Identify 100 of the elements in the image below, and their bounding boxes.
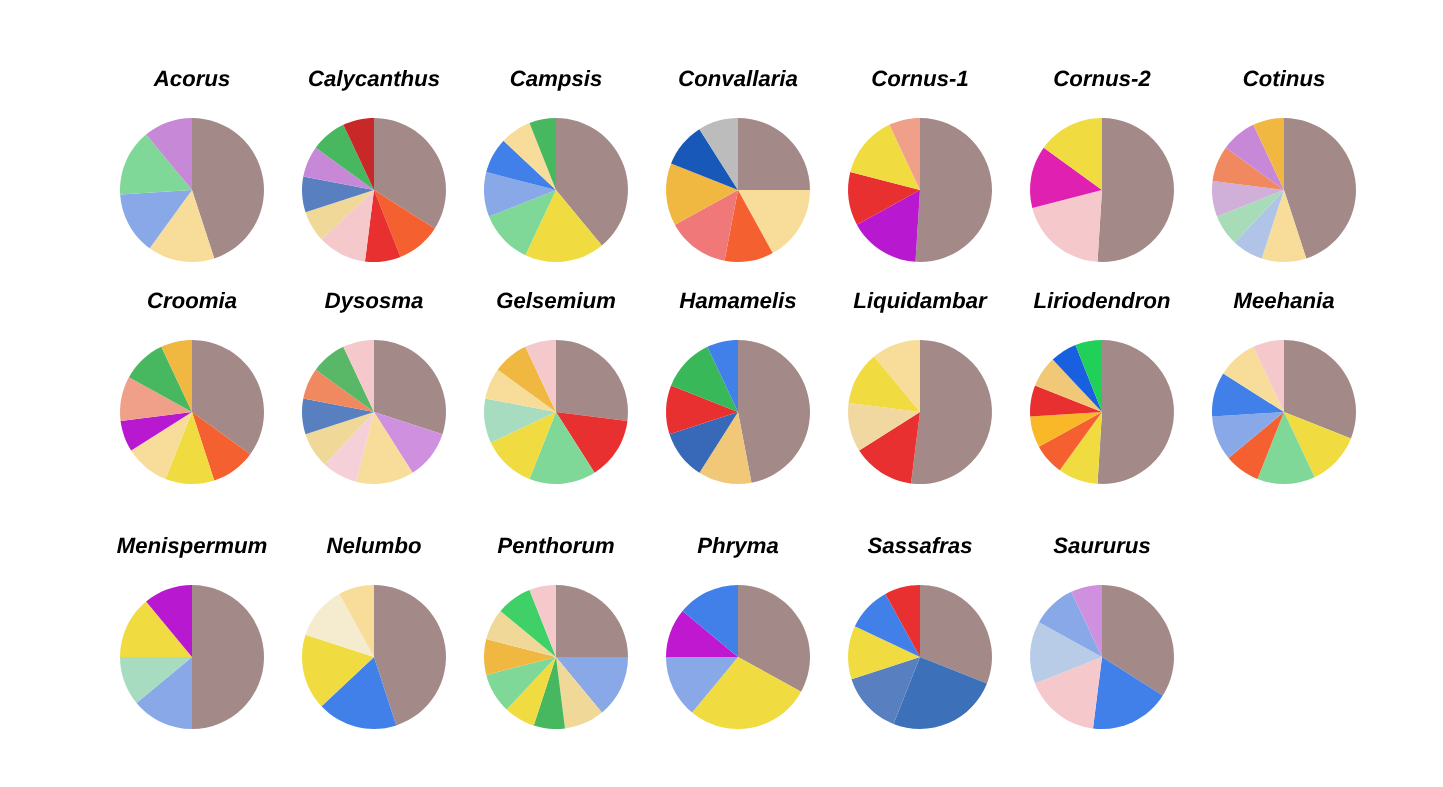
chart-title: Hamamelis bbox=[679, 292, 796, 309]
pie-slice bbox=[1253, 118, 1284, 190]
pie-slice bbox=[302, 176, 374, 213]
pie-slice bbox=[120, 377, 192, 422]
chart-title: Convallaria bbox=[679, 70, 798, 87]
pie-slice bbox=[497, 346, 556, 412]
pie-slice bbox=[486, 657, 556, 710]
pie-slice bbox=[556, 412, 628, 473]
pie-slice bbox=[707, 340, 738, 412]
chart-title: Campsis bbox=[510, 70, 602, 91]
pie-slice bbox=[1284, 412, 1351, 478]
pie-slice bbox=[666, 611, 738, 657]
pie-slice bbox=[1217, 190, 1284, 243]
pie-slice bbox=[1075, 340, 1102, 412]
pie-slice bbox=[1234, 190, 1284, 259]
pie-slice bbox=[1038, 412, 1102, 471]
pie-slice bbox=[315, 124, 374, 190]
pie-slice bbox=[374, 585, 446, 726]
pie-slice bbox=[192, 412, 251, 481]
pie-slice bbox=[915, 118, 992, 262]
pie-slice bbox=[500, 590, 556, 657]
pie-slice bbox=[1261, 190, 1307, 262]
chart-title: Cornus-2 bbox=[1054, 70, 1151, 87]
pie-slice bbox=[851, 657, 920, 724]
pie-slice bbox=[146, 118, 192, 190]
pie-slice bbox=[889, 118, 920, 190]
pie-slice bbox=[556, 657, 602, 729]
pie-slice bbox=[692, 657, 802, 729]
pie-slice bbox=[738, 190, 810, 254]
pie-slice bbox=[699, 412, 752, 484]
pie-slice bbox=[374, 118, 446, 229]
pie-slice bbox=[669, 412, 738, 473]
pie-slice bbox=[1030, 412, 1102, 447]
chart-title: Gelsemium bbox=[497, 292, 615, 309]
pie-slice bbox=[885, 585, 920, 657]
pie-slice bbox=[484, 172, 556, 217]
pie-slice bbox=[738, 340, 810, 483]
chart-title: Croomia bbox=[148, 292, 237, 309]
pie-slice bbox=[1030, 147, 1102, 208]
pie-slice bbox=[856, 190, 920, 262]
pie-slice bbox=[149, 190, 215, 262]
pie-slice bbox=[343, 340, 374, 412]
pie-slice bbox=[302, 398, 374, 435]
pie-slice bbox=[666, 163, 738, 225]
pie-slice bbox=[671, 129, 738, 190]
pie-slice bbox=[738, 118, 810, 190]
pie-slice bbox=[131, 412, 192, 479]
pie-slice bbox=[850, 124, 920, 190]
pie-slice bbox=[920, 585, 992, 684]
pie-slice bbox=[1228, 412, 1284, 479]
pie-slice bbox=[302, 634, 374, 707]
pie-slice bbox=[1030, 622, 1102, 684]
pie-slice bbox=[556, 585, 628, 657]
pie-slice bbox=[136, 657, 192, 729]
pie-slice bbox=[682, 585, 738, 657]
pie-slice bbox=[1092, 657, 1163, 729]
pie-slice bbox=[486, 611, 556, 657]
pie-slice bbox=[503, 123, 556, 190]
pie-slice bbox=[1035, 657, 1102, 729]
pie-slice bbox=[165, 412, 215, 484]
pie-slice bbox=[738, 585, 810, 692]
pie-slice bbox=[1097, 340, 1174, 484]
chart-title: Nelumbo bbox=[326, 537, 421, 554]
chart-title: Calycanthus bbox=[309, 70, 440, 91]
pie-slice bbox=[192, 340, 264, 455]
pie-slice bbox=[120, 190, 192, 249]
pie-slice bbox=[343, 118, 374, 190]
pie-slice bbox=[893, 657, 987, 729]
pie-slice bbox=[556, 657, 628, 713]
pie-slice bbox=[374, 412, 443, 473]
chart-title: Cornus-1 bbox=[872, 70, 968, 87]
pie-slice bbox=[324, 412, 374, 482]
pie-slice bbox=[303, 369, 374, 412]
pie-slice bbox=[854, 593, 920, 657]
pie-slice bbox=[161, 340, 192, 412]
chart-title: Liquidambar bbox=[853, 292, 988, 313]
pie-slice bbox=[525, 340, 556, 412]
pie-slice bbox=[485, 369, 556, 412]
pie-slice bbox=[1212, 373, 1284, 417]
pie-slice bbox=[321, 190, 374, 262]
pie-slice bbox=[1032, 190, 1102, 262]
chart-title: Dysosma bbox=[324, 292, 423, 313]
chart-title: Menispermum bbox=[117, 537, 267, 558]
pie-slice bbox=[1102, 585, 1174, 696]
pie-slice bbox=[484, 398, 556, 443]
pie-slice bbox=[1253, 340, 1284, 412]
chart-title: Liriodendron bbox=[1033, 292, 1170, 309]
pie-slice bbox=[1284, 118, 1356, 259]
pie-slice bbox=[671, 346, 738, 412]
pie-slice bbox=[506, 657, 556, 726]
pie-slice bbox=[1257, 412, 1315, 484]
pie-slice bbox=[120, 601, 192, 657]
pie-slice bbox=[1225, 124, 1284, 190]
pie-slice bbox=[303, 147, 374, 190]
pie-slice bbox=[1035, 359, 1102, 412]
pie-slice bbox=[666, 657, 738, 713]
pie-slice bbox=[374, 340, 446, 435]
pie-slice bbox=[525, 190, 602, 262]
pie-slice bbox=[1059, 412, 1102, 484]
pie-slice bbox=[1212, 147, 1284, 190]
